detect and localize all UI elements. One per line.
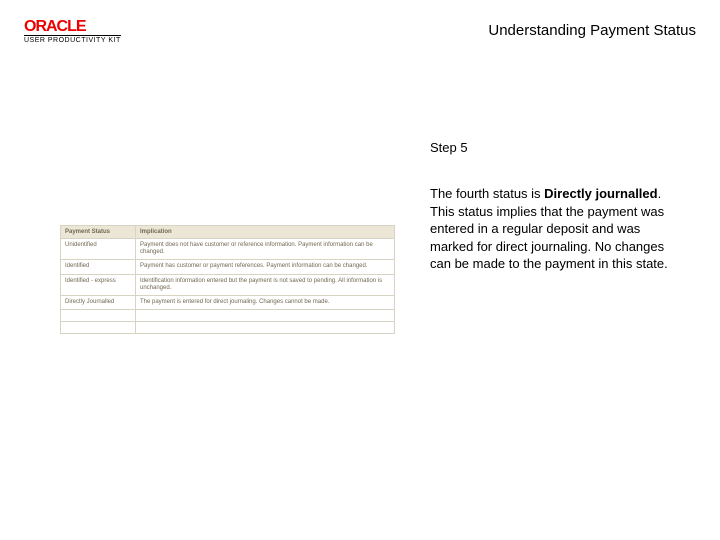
table-cell-status: Directly Journalled	[61, 295, 136, 309]
oracle-logo: ORACLE	[24, 18, 121, 32]
oracle-logo-block: ORACLE USER PRODUCTIVITY KIT	[24, 18, 121, 44]
table-cell-implication: Payment does not have customer or refere…	[136, 239, 395, 260]
table-cell-implication: The payment is entered for direct journa…	[136, 295, 395, 309]
table-cell-implication: Payment has customer or payment referenc…	[136, 260, 395, 274]
page-title: Understanding Payment Status	[488, 22, 696, 39]
header-bar: ORACLE USER PRODUCTIVITY KIT Understandi…	[24, 18, 696, 58]
body-prefix: The fourth status is	[430, 186, 544, 201]
table-cell-status: Identified	[61, 260, 136, 274]
table-cell-status: Unidentified	[61, 239, 136, 260]
table-row: Directly Journalled The payment is enter…	[61, 295, 395, 309]
table-row: Unidentified Payment does not have custo…	[61, 239, 395, 260]
body-bold-term: Directly journalled	[544, 186, 657, 201]
table-row: Identified - express Identification info…	[61, 274, 395, 295]
upk-label: USER PRODUCTIVITY KIT	[24, 35, 121, 44]
step-label: Step 5	[430, 140, 468, 155]
table-header-row: Payment Status Implication	[61, 226, 395, 239]
body-paragraph: The fourth status is Directly journalled…	[430, 185, 685, 273]
table-row: Identified Payment has customer or payme…	[61, 260, 395, 274]
table-cell-implication: Identification information entered but t…	[136, 274, 395, 295]
oracle-logo-text: ORACLE	[24, 18, 36, 32]
payment-status-table: Payment Status Implication Unidentified …	[60, 225, 395, 334]
table-row-empty	[61, 310, 395, 322]
table-col-status: Payment Status	[61, 226, 136, 239]
table-col-implication: Implication	[136, 226, 395, 239]
table-row-empty	[61, 322, 395, 334]
table-cell-status: Identified - express	[61, 274, 136, 295]
